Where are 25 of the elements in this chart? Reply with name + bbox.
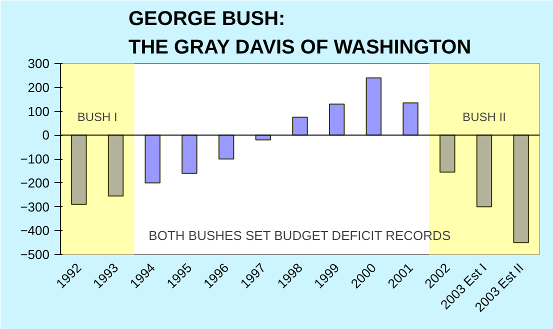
bar — [144, 134, 160, 184]
y-tick-label: −500 — [20, 247, 50, 262]
y-tick-label: 100 — [28, 104, 50, 119]
bar — [513, 134, 529, 244]
y-tick-label: 200 — [28, 80, 50, 95]
bar — [182, 134, 198, 174]
y-tick-label: 300 — [28, 56, 50, 71]
bar — [71, 134, 87, 205]
bar — [366, 77, 382, 136]
y-tick-label: −100 — [20, 152, 50, 166]
chart-title: GEORGE BUSH: THE GRAY DAVIS OF WASHINGTON — [128, 8, 472, 58]
bar — [328, 104, 345, 136]
y-tick-label: −400 — [20, 223, 50, 238]
y-tick-label: −300 — [20, 199, 50, 214]
annotation: BOTH BUSHES SET BUDGET DEFICIT RECORDS — [148, 228, 451, 243]
bar — [402, 102, 418, 136]
y-tick-label: −200 — [20, 175, 50, 190]
bar — [108, 134, 124, 197]
bar — [476, 134, 492, 208]
y-tick-label: 0 — [42, 128, 50, 143]
bar — [440, 134, 456, 173]
band-label: BUSH II — [462, 110, 506, 124]
band-label: BUSH I — [77, 110, 118, 124]
bar — [218, 134, 234, 160]
bar — [292, 116, 308, 136]
